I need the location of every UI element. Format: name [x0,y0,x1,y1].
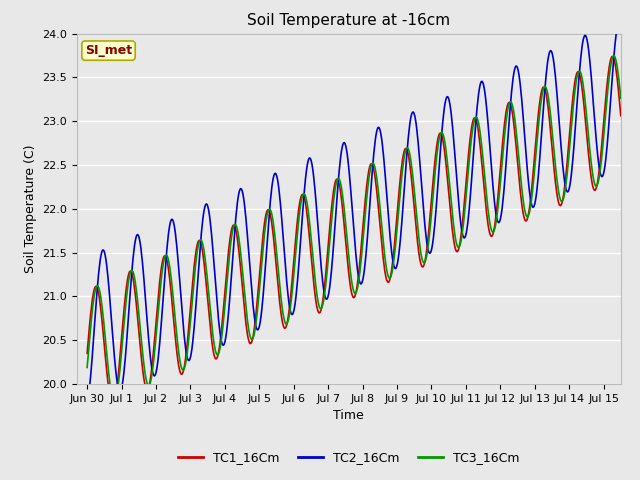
X-axis label: Time: Time [333,409,364,422]
Title: Soil Temperature at -16cm: Soil Temperature at -16cm [247,13,451,28]
Text: SI_met: SI_met [85,44,132,57]
Y-axis label: Soil Temperature (C): Soil Temperature (C) [24,144,36,273]
Legend: TC1_16Cm, TC2_16Cm, TC3_16Cm: TC1_16Cm, TC2_16Cm, TC3_16Cm [173,446,525,469]
